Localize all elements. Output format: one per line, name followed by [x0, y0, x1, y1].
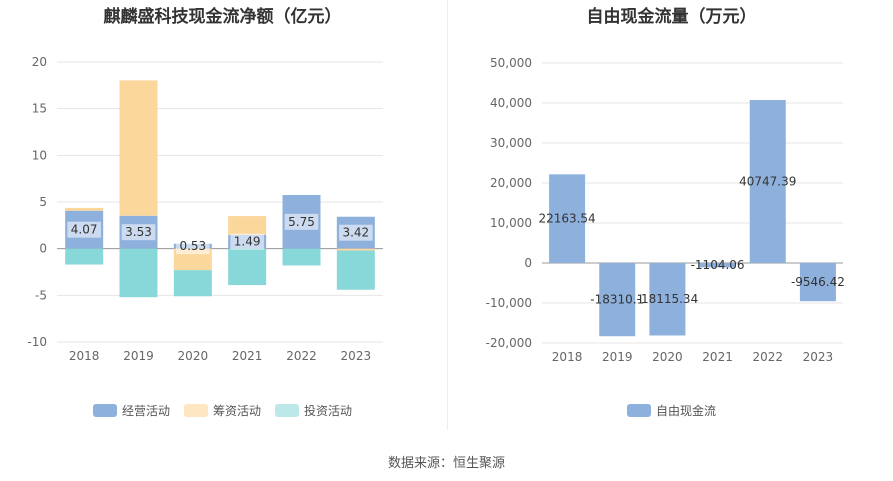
x-tick-label: 2018	[552, 350, 583, 364]
y-tick-label: 30,000	[490, 136, 532, 150]
data-label: 0.53	[179, 239, 206, 253]
data-label: 5.75	[288, 215, 315, 229]
y-tick-label: 0	[524, 256, 532, 270]
bar-2018-series-2	[65, 248, 104, 265]
y-tick-label: -20,000	[486, 336, 532, 350]
left-legend-item[interactable]: 投资活动	[275, 402, 352, 419]
data-label: -1104.06	[691, 258, 745, 272]
y-tick-label: 10	[32, 148, 47, 162]
legend-swatch	[626, 404, 651, 417]
y-tick-label: 20	[32, 55, 47, 69]
data-label-bg	[176, 238, 210, 255]
x-tick-label: 2018	[69, 349, 100, 363]
data-label: 4.07	[71, 223, 98, 237]
left-chart-title: 麒麟盛科技现金流净额（亿元）	[103, 7, 342, 27]
y-tick-label: 15	[32, 102, 47, 116]
y-tick-label: 40,000	[490, 96, 532, 110]
data-label: 1.49	[234, 235, 261, 249]
bar-2018	[549, 174, 586, 263]
data-label: 40747.39	[739, 175, 796, 189]
bar-2020-series-2	[173, 270, 212, 297]
right-chart-plot: 50,000 40,000 30,000 20,000 10,000 0 -10,000 -2…	[486, 56, 845, 364]
legend-swatch	[275, 404, 299, 417]
x-tick-label: 2020	[178, 349, 209, 363]
data-label: 3.53	[125, 225, 152, 239]
bar-2023-series-1	[336, 248, 375, 251]
legend-label: 筹资活动	[212, 404, 261, 418]
data-label-bg	[339, 224, 373, 241]
data-label-bg	[284, 213, 319, 230]
y-tick-label: 10,000	[490, 216, 532, 230]
bar-2021-series-2	[228, 248, 267, 286]
bar-2018-series-1	[65, 207, 104, 211]
data-label: -18115.34	[637, 292, 699, 306]
data-source-note: 数据来源：恒生聚源	[387, 456, 505, 471]
right-chart-legend: 自由现金流	[450, 402, 893, 419]
x-tick-label: 2023	[803, 350, 834, 364]
left-chart-legend: 经营活动 筹资活动 投资活动	[0, 402, 445, 419]
y-tick-label: 0	[39, 242, 47, 256]
right-chart-panel: 自由现金流量（万元） 50,000 40,000 30,000 20,000 10,00…	[450, 0, 893, 430]
x-tick-label: 2022	[286, 349, 317, 363]
bar-2019-series-1	[119, 80, 158, 216]
y-tick-label: -5	[35, 288, 47, 302]
left-legend-item[interactable]: 筹资活动	[183, 402, 261, 419]
data-label-bg	[230, 233, 264, 250]
data-label-bg	[67, 221, 101, 238]
y-tick-label: 50,000	[490, 56, 532, 70]
x-tick-label: 2019	[602, 350, 633, 364]
bar-2019	[599, 263, 636, 337]
legend-label: 经营活动	[121, 404, 170, 418]
left-chart-plot: 20 15 10 5 0 -5 -10 2018 2019 2020 2021 2022 2023 4.0…	[27, 55, 383, 363]
data-label-bg	[121, 224, 156, 241]
bar-2021	[699, 263, 736, 268]
bar-2020	[649, 263, 686, 336]
x-tick-label: 2023	[341, 349, 372, 363]
x-tick-label: 2022	[752, 350, 783, 364]
right-legend-item[interactable]: 自由现金流	[626, 402, 716, 419]
x-tick-label: 2020	[652, 350, 683, 364]
data-label: 22163.54	[538, 212, 595, 226]
x-tick-label: 2019	[123, 349, 154, 363]
y-tick-label: 5	[39, 195, 47, 209]
legend-label: 投资活动	[304, 404, 353, 418]
panel-divider	[447, 0, 448, 430]
bar-2023	[799, 263, 836, 302]
legend-swatch	[92, 404, 117, 417]
x-tick-label: 2021	[702, 350, 733, 364]
legend-label: 自由现金流	[655, 404, 716, 418]
y-tick-label: -10,000	[486, 296, 532, 310]
right-chart-title: 自由现金流量（万元）	[586, 7, 757, 27]
bar-2023-series-2	[336, 250, 375, 290]
left-chart-panel: 麒麟盛科技现金流净额（亿元） 20 15 10 5 0 -5 -10 2018 2019 2020…	[0, 0, 445, 430]
x-tick-label: 2021	[232, 349, 263, 363]
y-tick-label: 20,000	[490, 176, 532, 190]
bar-2022	[749, 100, 786, 263]
bar-2019-series-2	[119, 248, 158, 298]
bar-2021-series-1	[228, 216, 267, 235]
data-label: 3.42	[342, 226, 369, 240]
data-label: -18310.1	[590, 293, 644, 307]
y-tick-label: -10	[27, 335, 47, 349]
bar-2022-series-2	[282, 248, 321, 266]
left-legend-item[interactable]: 经营活动	[92, 402, 170, 419]
legend-swatch	[183, 404, 208, 417]
data-label: -9546.42	[791, 275, 845, 289]
